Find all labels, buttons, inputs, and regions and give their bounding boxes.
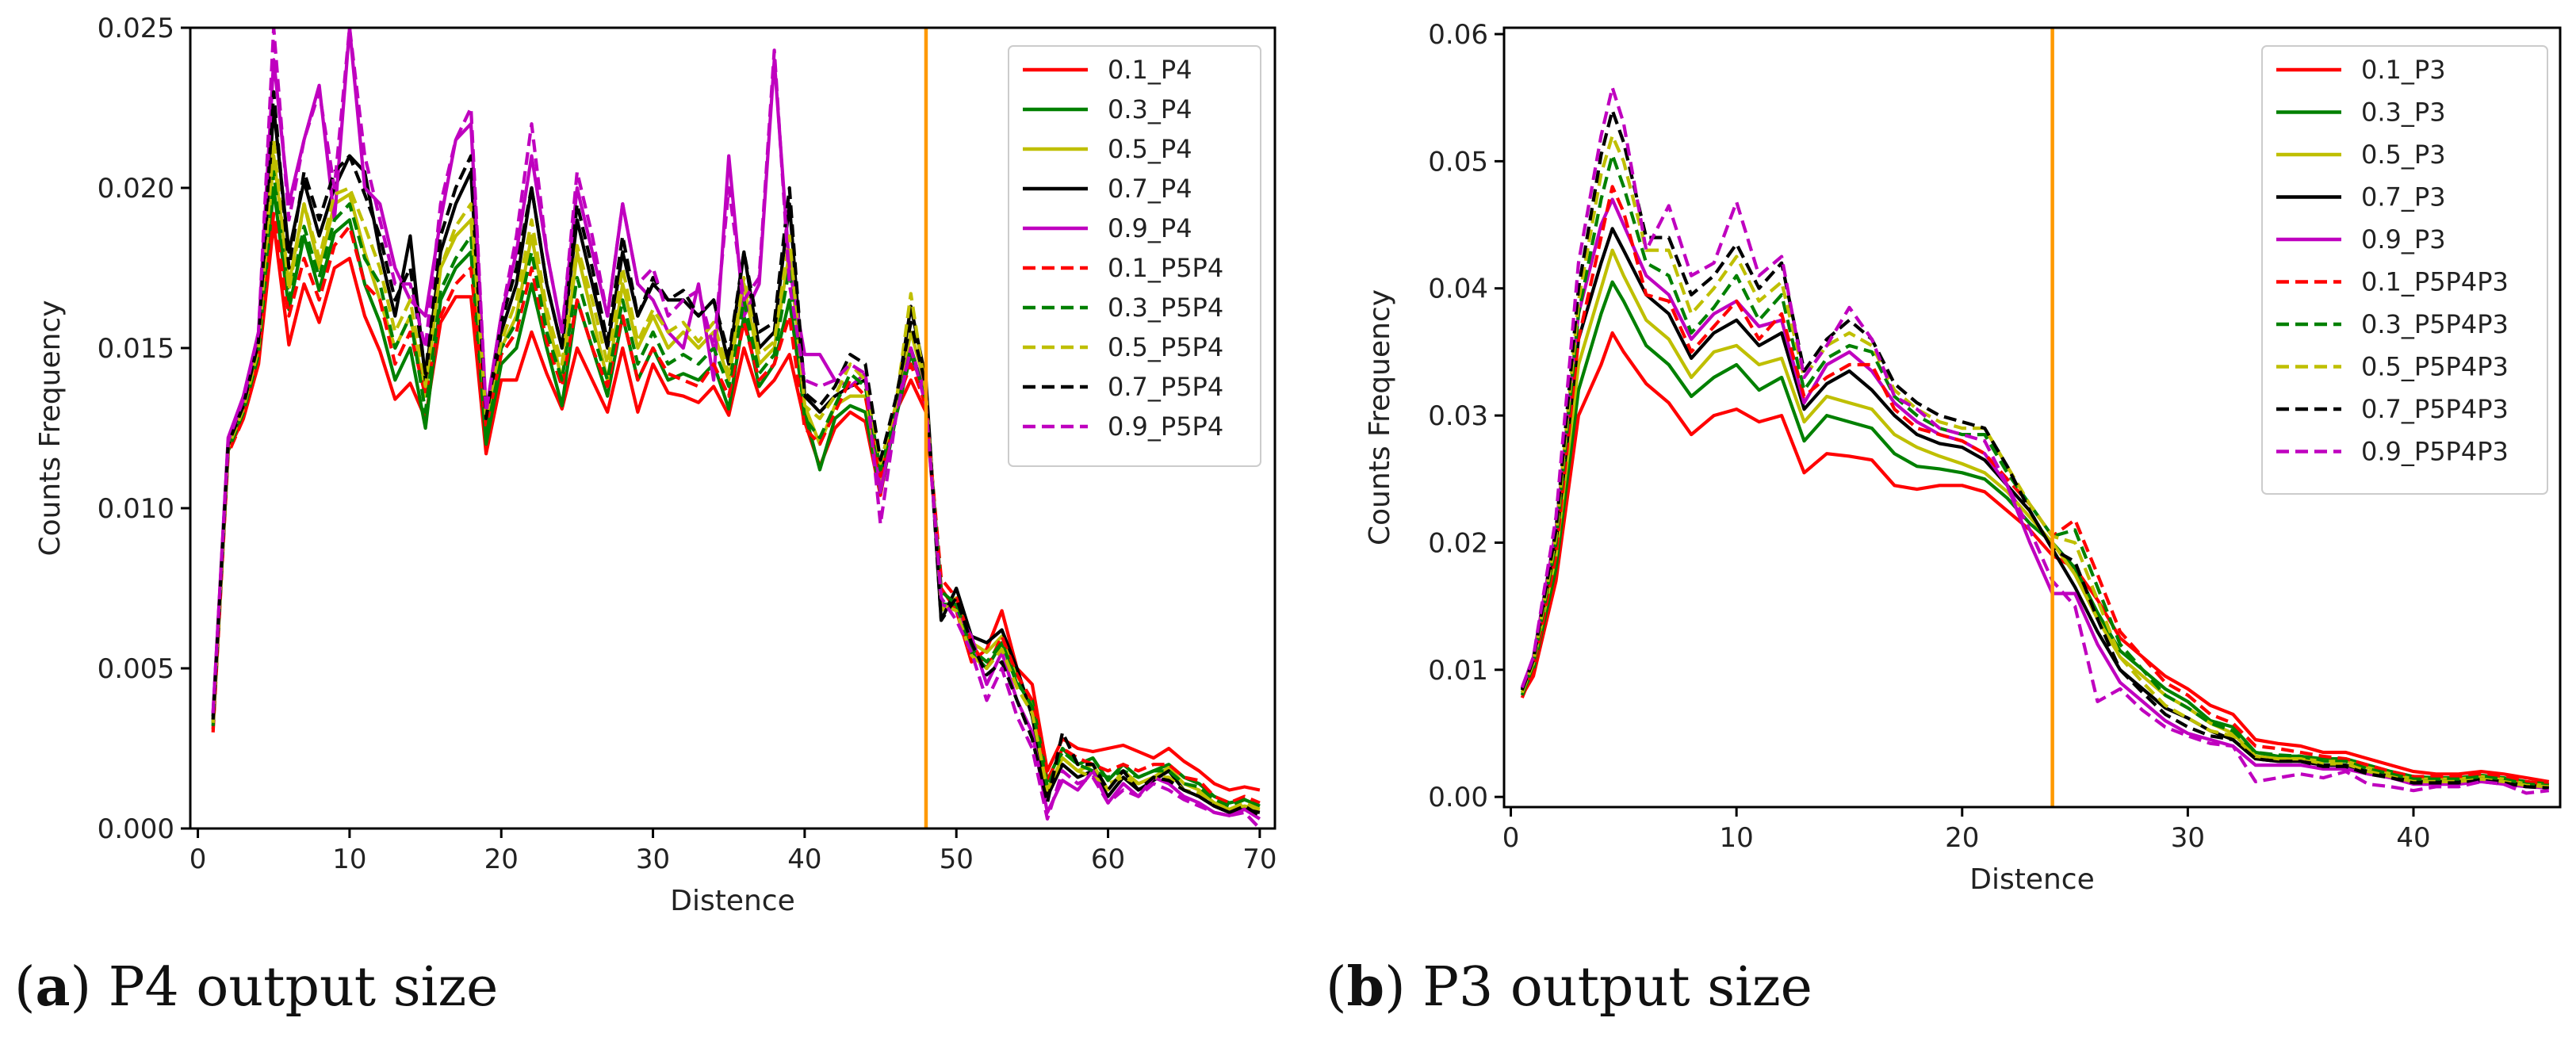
x-tick-label: 40 [2396,822,2430,854]
y-tick-label: 0.005 [98,653,174,685]
series-group [211,28,1261,828]
legend-box [1008,45,1261,467]
x-tick-label: 10 [1720,822,1754,854]
x-tick-label: 30 [636,844,670,875]
y-tick-label: 0.06 [1428,19,1488,51]
chart-panel-b: 0 10 20 30 40 0.00 0.01 0.02 0.03 0.04 0.05 0.06 Dis… [1364,19,2562,896]
caption-b: (b) P3 output size [1326,955,1812,1019]
plot-frame [1502,26,2562,809]
caption-a: (a) P4 output size [14,955,499,1019]
legend-label: 0.5_P5P4 [1108,332,1223,362]
y-tick-label: 0.020 [98,173,174,205]
series-line-0.5_P5P4P3 [1520,134,2549,789]
legend-label: 0.7_P5P4P3 [2361,394,2509,424]
legend-label: 0.9_P4 [1108,213,1192,243]
legend-label: 0.1_P5P4P3 [2361,267,2509,297]
legend-label: 0.1_P3 [2361,55,2446,85]
y-tick-label: 0.03 [1428,400,1488,432]
x-tick-label: 30 [2171,822,2205,854]
x-tick-label: 10 [332,844,366,875]
series-line-0.7_P5P4 [211,90,1261,817]
x-tick-label: 60 [1091,844,1125,875]
legend-label: 0.5_P4 [1108,134,1192,164]
y-tick-label: 0.015 [98,333,174,365]
y-tick-label: 0.000 [98,813,174,845]
legend-label: 0.7_P4 [1108,174,1192,204]
x-tick-label: 20 [484,844,519,875]
legend-label: 0.7_P5P4 [1108,372,1223,402]
series-line-0.5_P3 [1520,248,2549,787]
legend-label: 0.3_P3 [2361,98,2446,128]
y-tick-label: 0.02 [1428,527,1488,559]
chart-panel-a: 0 10 20 30 40 50 60 70 0.000 0.005 0.010 0.015 0.020… [34,13,1277,917]
legend-label: 0.5_P5P4P3 [2361,352,2509,382]
series-line-0.3_P5P4 [211,170,1261,808]
legend-box [2261,45,2548,495]
legend-label: 0.3_P5P4P3 [2361,309,2509,339]
y-tick-label: 0.01 [1428,655,1488,687]
series-line-0.9_P5P4P3 [1520,86,2550,795]
legend-label: 0.7_P3 [2361,182,2446,212]
plot-frame [189,26,1277,830]
series-line-0.1_P3 [1520,331,2550,783]
legend: 0.1_P3 0.3_P3 0.5_P3 0.7_P3 0.9_P3 0.1_P5P4P3… [2261,45,2548,495]
y-tick-label: 0.025 [98,13,174,44]
x-axis-label: Distence [1969,863,2095,896]
y-tick-label: 0.010 [98,493,174,525]
y-axis-label: Counts Frequency [34,300,67,556]
series-line-0.3_P5P4P3 [1520,153,2549,787]
x-tick-label: 0 [189,844,207,875]
x-tick-label: 0 [1502,822,1520,854]
x-tick-label: 40 [787,844,821,875]
legend-label: 0.1_P5P4 [1108,253,1223,283]
y-tick-label: 0.05 [1428,146,1488,178]
y-axis-label: Counts Frequency [1364,289,1396,545]
series-line-0.9_P5P4 [211,28,1261,828]
x-tick-label: 70 [1242,844,1277,875]
legend: 0.1_P4 0.3_P4 0.5_P4 0.7_P4 0.9_P4 0.1_P5P4 0.… [1008,45,1261,467]
series-line-0.1_P4 [211,221,1261,792]
legend-label: 0.9_P3 [2361,224,2446,254]
legend-label: 0.9_P5P4P3 [2361,437,2509,467]
legend-label: 0.3_P5P4 [1108,293,1223,323]
y-tick-label: 0.00 [1428,782,1488,813]
y-tick-label: 0.04 [1428,274,1488,305]
series-line-0.5_P5P4 [211,138,1261,811]
legend-label: 0.1_P4 [1108,55,1192,85]
x-axis-label: Distence [670,885,795,917]
x-tick-label: 20 [1945,822,1979,854]
legend-label: 0.9_P5P4 [1108,411,1223,442]
x-tick-label: 50 [940,844,974,875]
series-line-0.9_P3 [1520,197,2549,790]
legend-label: 0.5_P3 [2361,140,2446,170]
legend-label: 0.3_P4 [1108,94,1192,124]
series-line-0.1_P5P4 [211,212,1261,805]
series-group [1520,86,2550,795]
